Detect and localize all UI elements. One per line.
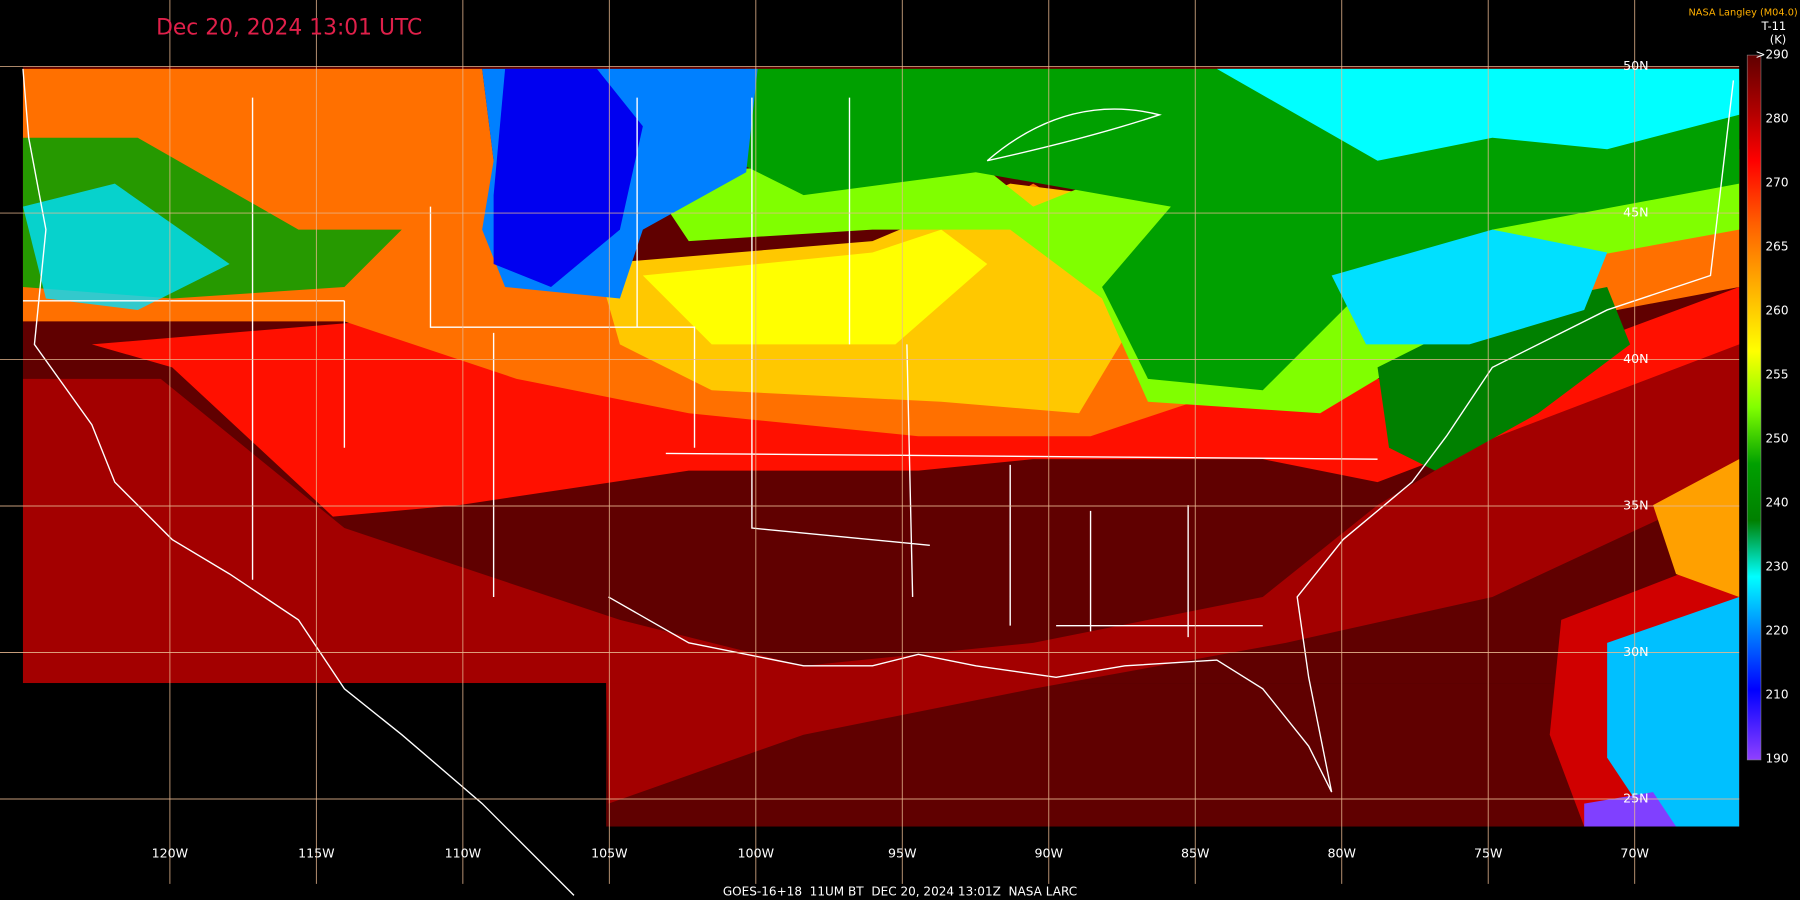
cloud-region (22, 183, 230, 310)
longitude-label: 120W (152, 846, 189, 861)
colorbar-title: T-11 (1761, 19, 1787, 33)
colorbar-label: 280 (1766, 112, 1789, 126)
imagery (22, 66, 1740, 827)
boundaries (22, 68, 1735, 896)
latitude-label: 30N (1623, 644, 1648, 659)
longitude-label: 90W (1035, 846, 1064, 861)
colorbar-label: >290 (1755, 48, 1788, 62)
cloud-region (1216, 68, 1740, 161)
coastline (608, 80, 1735, 793)
cloud-region (1584, 792, 1677, 827)
coastline (22, 68, 575, 896)
latitude-label: 40N (1623, 351, 1648, 366)
cloud-region (493, 68, 643, 287)
colorbar-label: 220 (1766, 623, 1789, 637)
credit: NASA Langley (M04.0) (1689, 8, 1798, 19)
timestamp: Dec 20, 2024 13:01 UTC (156, 16, 422, 41)
latitude-label: 35N (1623, 498, 1648, 513)
colorbar-label: 210 (1766, 687, 1789, 701)
longitude-label: 70W (1620, 846, 1649, 861)
colorbar-label: 250 (1766, 431, 1789, 445)
colorbar (1746, 54, 1762, 761)
latitude-label: 25N (1623, 790, 1648, 805)
longitude-label: 100W (738, 846, 775, 861)
cloud-region (1377, 286, 1631, 471)
state-border (22, 97, 1378, 638)
cloud-region (1607, 596, 1740, 827)
longitude-label: 85W (1181, 846, 1210, 861)
colorbar-label: 190 (1766, 751, 1789, 765)
longitude-label: 105W (591, 846, 628, 861)
colorbar-label: 270 (1766, 176, 1789, 190)
colorbar-label: 240 (1766, 495, 1789, 509)
cloud-region (1653, 459, 1740, 597)
colorbar-label: 230 (1766, 559, 1789, 573)
lat-lon-grid: 120W 115W 110W 105W 100W 95W 90W 85W 80W 75W 70W 50… (0, 0, 1740, 884)
colorbar-unit: (K) (1770, 33, 1786, 47)
longitude-label: 110W (445, 846, 482, 861)
cloud-region (1331, 229, 1608, 345)
cloud-region (642, 229, 988, 345)
colorbar-label: 265 (1766, 240, 1789, 254)
colorbar-label: 255 (1766, 367, 1789, 381)
longitude-label: 75W (1474, 846, 1503, 861)
longitude-label: 115W (298, 846, 335, 861)
footer: GOES-16+18 11UM BT DEC 20, 2024 13:01Z N… (723, 884, 1077, 898)
longitude-label: 80W (1327, 846, 1356, 861)
cloud-region (22, 298, 1740, 804)
latitude-label: 50N (1623, 58, 1648, 73)
longitude-label: 95W (888, 846, 917, 861)
lake (986, 108, 1162, 162)
latitude-label: 45N (1623, 205, 1648, 220)
colorbar-label: 260 (1766, 303, 1789, 317)
